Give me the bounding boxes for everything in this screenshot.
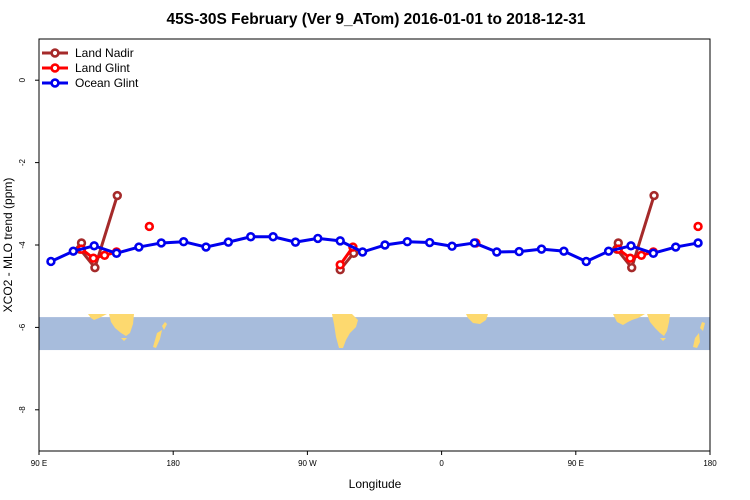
ocean-glint-point — [313, 233, 323, 244]
land-nadir-point — [627, 262, 637, 273]
ocean-glint-point — [402, 237, 413, 247]
ocean-glint-point — [223, 237, 234, 247]
x-tick-label: 180 — [703, 459, 717, 468]
ocean-glint-line — [50, 235, 699, 263]
land-shape — [88, 314, 107, 320]
ocean-glint-point — [89, 241, 99, 251]
land-glint-point — [335, 260, 345, 270]
ocean-glint-point — [603, 246, 614, 256]
legend-marker-land-glint — [50, 63, 60, 73]
legend-label-land-nadir: Land Nadir — [75, 46, 134, 60]
ocean-glint-point — [514, 246, 524, 257]
land-glint-line — [617, 247, 654, 260]
land-glint-point — [636, 250, 647, 261]
legend-label-land-glint: Land Glint — [75, 61, 130, 75]
legend-marker-land-nadir — [50, 48, 60, 58]
ocean-glint-point — [626, 241, 636, 251]
ocean-glint-point — [357, 247, 368, 257]
ocean-glint-point — [424, 237, 435, 248]
map-band — [39, 314, 710, 351]
x-tick-label: 90 E — [568, 459, 584, 468]
ocean-glint-point — [46, 256, 56, 267]
ocean-glint-point — [671, 242, 681, 252]
legend-label-ocean-glint: Ocean Glint — [75, 76, 139, 90]
x-tick-label: 90 W — [298, 459, 317, 468]
land-glint-point — [625, 253, 635, 263]
land-shape — [693, 333, 700, 348]
land-nadir-point — [90, 262, 100, 273]
ocean-glint-point — [268, 232, 278, 242]
ocean-glint-point — [380, 240, 390, 250]
ocean-glint-point — [68, 246, 78, 256]
legend-marker-ocean-glint — [50, 78, 60, 88]
land-shape — [121, 338, 127, 341]
land-shape — [153, 330, 162, 348]
ocean-glint-point — [111, 248, 122, 258]
land-glint-point — [88, 253, 99, 263]
ocean-glint-point — [581, 256, 591, 267]
ocean-glint-point — [492, 247, 502, 257]
y-tick-label: -6 — [18, 323, 27, 331]
land-shape — [660, 338, 666, 341]
x-tick-label: 180 — [167, 459, 181, 468]
y-tick-label: -4 — [18, 241, 27, 249]
x-axis-label: Longitude — [349, 477, 402, 491]
ocean-glint-point — [134, 242, 144, 252]
land-glint-line — [80, 247, 117, 260]
ocean-glint-point — [246, 232, 256, 242]
land-shape — [647, 314, 670, 336]
chart-title: 45S-30S February (Ver 9_ATom) 2016-01-01… — [167, 11, 586, 28]
ocean-glint-point — [447, 241, 457, 251]
ocean-glint-point — [201, 242, 211, 252]
land-shape — [613, 314, 645, 325]
x-axis: 90 E 180 90 W 0 90 E 180 — [31, 451, 717, 468]
land-glint-point — [99, 250, 110, 261]
land-nadir-point — [112, 190, 122, 201]
ocean-glint-point — [178, 237, 189, 247]
ocean-glint-point — [536, 244, 547, 254]
land-glint-point — [144, 221, 155, 232]
y-axis-label: XCO2 - MLO trend (ppm) — [1, 178, 15, 313]
land-shape — [109, 314, 134, 336]
ocean-band — [39, 317, 710, 351]
land-shape — [700, 322, 705, 331]
ocean-glint-point — [469, 238, 480, 248]
ocean-glint-point — [559, 246, 569, 256]
land-shape — [466, 314, 488, 324]
ocean-glint-point — [290, 237, 301, 247]
ocean-glint-point — [648, 248, 659, 258]
y-tick-label: -2 — [18, 158, 27, 166]
y-tick-label: 0 — [18, 77, 27, 82]
ocean-glint-point — [156, 238, 166, 248]
land-glint-point — [693, 221, 703, 232]
series-layer — [46, 190, 703, 275]
x-tick-label: 90 E — [31, 459, 47, 468]
x-tick-label: 0 — [439, 459, 444, 468]
y-axis: 0 -2 -4 -6 -8 — [18, 77, 39, 413]
y-tick-label: -8 — [18, 406, 27, 414]
land-shape — [162, 322, 167, 330]
land-shape — [332, 314, 358, 348]
ocean-glint-point — [335, 236, 345, 246]
ocean-glint-point — [693, 238, 703, 248]
land-nadir-point — [649, 190, 659, 201]
